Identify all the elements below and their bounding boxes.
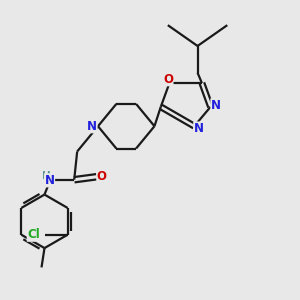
Text: Cl: Cl	[27, 228, 40, 241]
Text: N: N	[211, 99, 221, 112]
Text: N: N	[44, 174, 55, 187]
Text: O: O	[163, 73, 173, 86]
Text: N: N	[194, 122, 204, 135]
Text: N: N	[87, 120, 97, 133]
Text: O: O	[97, 170, 107, 183]
Text: H: H	[43, 171, 51, 181]
